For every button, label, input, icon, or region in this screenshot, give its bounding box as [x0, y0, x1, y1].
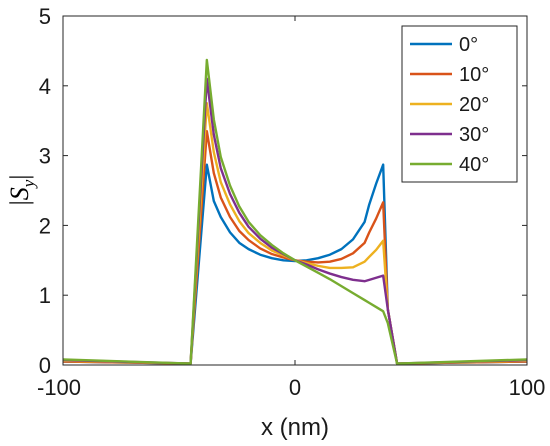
legend-label-2: 20°	[459, 94, 489, 116]
x-tick-label: 0	[289, 375, 301, 400]
legend-label-3: 30°	[459, 124, 489, 146]
x-tick-label: -100	[37, 375, 81, 400]
legend: 0° 10° 20° 30° 40°	[401, 25, 518, 183]
y-tick-label: 3	[39, 144, 51, 169]
y-tick-label: 5	[39, 4, 51, 29]
series-line-4	[62, 58, 528, 365]
y-axis-label: |Sy|	[5, 175, 38, 206]
y-axis-label-bar-right: |	[5, 175, 34, 180]
series-line-0	[62, 163, 528, 365]
y-axis-label-subscript: y	[19, 179, 38, 189]
y-tick-label: 0	[39, 353, 51, 378]
plot-layer	[62, 58, 528, 365]
y-tick-label: 4	[39, 74, 51, 99]
y-tick-label: 2	[39, 213, 51, 238]
legend-label-0: 0°	[459, 34, 478, 56]
y-axis-label-bar-left: |	[5, 200, 34, 205]
x-tick-label: 100	[509, 375, 546, 400]
y-axis-label-symbol: S	[5, 187, 34, 200]
x-axis-label: x (nm)	[261, 414, 329, 441]
legend-label-1: 10°	[459, 64, 489, 86]
y-tick-label: 1	[39, 283, 51, 308]
legend-label-4: 40°	[459, 154, 489, 176]
svg-text:|Sy|: |Sy|	[5, 175, 38, 206]
